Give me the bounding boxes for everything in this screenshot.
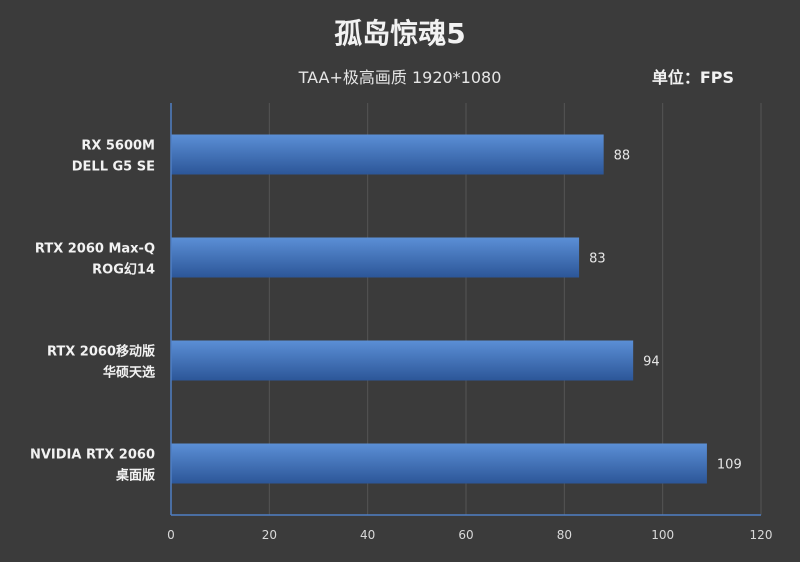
category-label-line: 华硕天选 <box>103 365 155 381</box>
data-label: 88 <box>614 149 631 164</box>
data-label: 109 <box>717 458 742 473</box>
x-tick-label: 0 <box>167 528 175 542</box>
x-tick-label: 20 <box>262 528 277 542</box>
data-label: 94 <box>643 355 660 370</box>
category-label-line: RX 5600M <box>81 139 155 154</box>
x-tick-label: 100 <box>651 528 674 542</box>
unit-label: 单位：FPS <box>651 68 734 87</box>
category-label-line: RTX 2060移动版 <box>47 344 155 360</box>
category-label: RTX 2060 Max-Q ROG幻14 <box>35 242 155 278</box>
chart-subtitle: TAA+极高画质 1920*1080 <box>298 68 502 87</box>
category-label-line: DELL G5 SE <box>72 160 155 175</box>
bar <box>171 443 707 484</box>
x-tick-label: 40 <box>360 528 375 542</box>
bar <box>171 237 580 278</box>
category-label: RX 5600M DELL G5 SE <box>72 139 155 175</box>
chart-title: 孤岛惊魂5 <box>334 17 466 50</box>
bars <box>171 134 707 484</box>
data-label: 83 <box>589 252 606 267</box>
x-tick-label: 60 <box>458 528 473 542</box>
category-label-line: 桌面版 <box>116 468 155 484</box>
x-tick-label: 120 <box>750 528 773 542</box>
category-label-line: RTX 2060 Max-Q <box>35 242 155 257</box>
category-label-line: ROG幻14 <box>92 262 155 278</box>
bar <box>171 340 634 381</box>
x-tick-label: 80 <box>557 528 572 542</box>
category-label-line: NVIDIA RTX 2060 <box>30 448 155 463</box>
axes <box>170 103 761 516</box>
labels: 0 20 40 60 80 100 120 88 RX 5600M DELL G5 SE 83 RTX… <box>30 139 772 543</box>
bar <box>171 134 604 175</box>
category-label: NVIDIA RTX 2060 桌面版 <box>30 448 155 484</box>
